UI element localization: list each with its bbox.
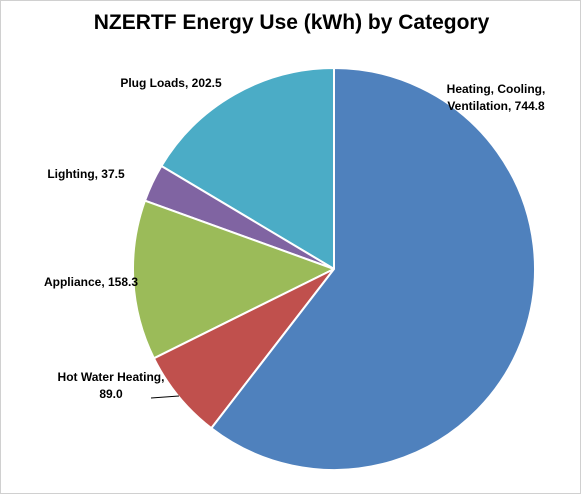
data-label: Appliance, 158.3: [43, 275, 139, 289]
data-label: Heating, Cooling, Ventilation, 744.8: [446, 82, 546, 113]
pie-slice: [209, 66, 536, 471]
leader-line: [150, 395, 180, 399]
pie-slice: [160, 66, 335, 271]
data-label: Lighting, 37.5: [47, 167, 125, 181]
data-label: Plug Loads, 202.5: [120, 76, 222, 90]
data-label: Hot Water Heating, 89.0: [57, 370, 165, 401]
pie-slice: [132, 199, 337, 360]
chart-title: NZERTF Energy Use (kWh) by Category: [93, 11, 490, 34]
